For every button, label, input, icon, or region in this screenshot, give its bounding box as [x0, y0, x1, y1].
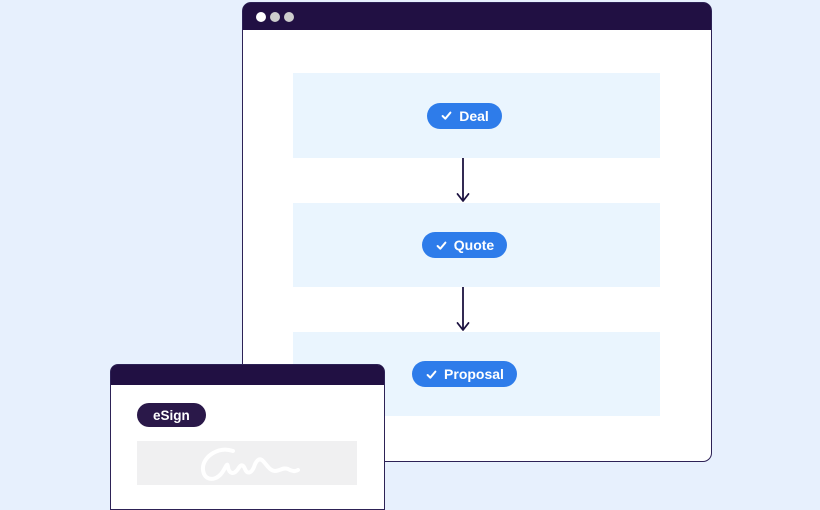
flow-step-row-deal: Deal [293, 73, 660, 158]
signature-box [137, 441, 357, 485]
window-control-dot[interactable] [256, 11, 266, 22]
esign-window-titlebar [111, 365, 384, 385]
window-control-dot[interactable] [270, 11, 280, 22]
quote-pill-button[interactable]: Quote [421, 232, 508, 258]
check-icon [440, 109, 453, 122]
esign-badge[interactable]: eSign [137, 403, 206, 427]
check-icon [425, 368, 438, 381]
deal-pill-button[interactable]: Deal [427, 102, 502, 129]
arrow-down-icon [456, 158, 470, 202]
signature-squiggle-icon [200, 447, 300, 481]
deal-pill-label: Deal [459, 107, 489, 124]
esign-window: eSign [110, 364, 385, 510]
arrow-down-icon [456, 287, 470, 331]
proposal-pill-button[interactable]: Proposal [412, 361, 517, 387]
check-icon [435, 239, 448, 252]
quote-pill-label: Quote [453, 237, 495, 253]
window-control-dot[interactable] [284, 11, 294, 22]
flow-step-row-quote: Quote [293, 203, 660, 287]
browser-window-titlebar [243, 3, 711, 30]
proposal-pill-label: Proposal [444, 366, 504, 382]
